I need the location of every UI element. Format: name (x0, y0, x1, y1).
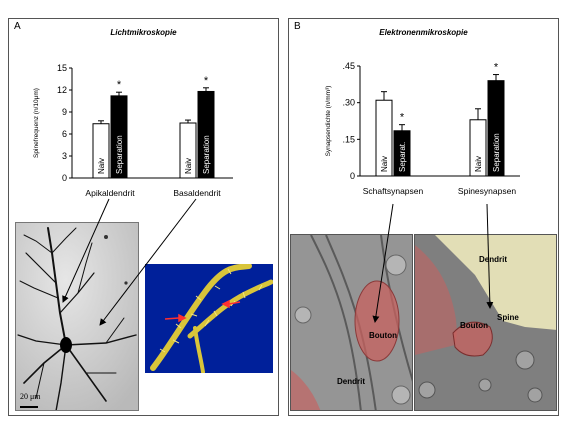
spine-frequency-chart: 0 3 6 9 12 15 Spinefrequenz (n/10μm) Apikaldend… (33, 63, 233, 198)
bar-separation (487, 80, 505, 177)
y-axis-label: Spinefrequenz (n/10μm) (33, 88, 40, 158)
bar-label: Separation (115, 135, 124, 174)
bar-label: Naiv (184, 158, 193, 174)
bar-label: Naiv (97, 158, 106, 174)
neuron-drawing (16, 223, 138, 410)
y-tick-label: 0 (62, 173, 67, 183)
panel-label: B (294, 21, 301, 32)
y-tick-label: 6 (62, 129, 67, 139)
dendrit-label: Dendrit (337, 377, 365, 386)
y-tick-label: 0 (350, 171, 355, 181)
y-tick-label: 15 (57, 63, 67, 73)
dendrite-3d-reconstruction (145, 264, 273, 373)
category-label: Basaldendrit (173, 188, 221, 198)
scale-bar (20, 406, 38, 408)
bar-label: Naiv (474, 156, 483, 172)
y-axis-label: Synapsendichte (n/mm³) (325, 86, 332, 157)
y-tick-label: 12 (57, 85, 67, 95)
y-tick-label: 3 (62, 151, 67, 161)
neuron-micrograph: 20 μm (15, 222, 139, 411)
bar-label: Separation (202, 135, 211, 174)
bouton-label: Bouton (460, 321, 488, 330)
panel-title: Elektronenmikroskopie (379, 28, 468, 37)
spine-label: Spine (497, 313, 519, 322)
em-micrograph-spine: Dendrit Spine Bouton (414, 234, 557, 411)
significance-star: * (204, 75, 209, 87)
y-tick-label: .45 (342, 61, 355, 71)
bar-label: Naiv (380, 156, 389, 172)
category-label: Apikaldendrit (85, 188, 135, 198)
em-micrograph-shaft: Bouton Dendrit (290, 234, 413, 411)
category-label: Schaftsynapsen (363, 186, 424, 196)
significance-star: * (494, 62, 499, 74)
significance-star: * (400, 112, 405, 124)
y-tick-label: 9 (62, 107, 67, 117)
dendrit-label: Dendrit (479, 255, 507, 264)
bar-label: Separation (492, 133, 501, 172)
y-tick-label: .15 (342, 134, 355, 144)
y-tick-label: .30 (342, 98, 355, 108)
bar-label: Separat. (398, 142, 407, 172)
scale-label: 20 μm (20, 392, 41, 401)
synapse-density-chart: 0 .15 .30 .45 Synapsendichte (n/mm³) Schaftsy… (325, 61, 520, 196)
bouton-label: Bouton (369, 331, 397, 340)
panel-title: Lichtmikroskopie (110, 28, 177, 37)
bar-separation (110, 95, 128, 179)
category-label: Spinesynapsen (458, 186, 516, 196)
significance-star: * (117, 79, 122, 91)
panel-label: A (14, 21, 21, 32)
